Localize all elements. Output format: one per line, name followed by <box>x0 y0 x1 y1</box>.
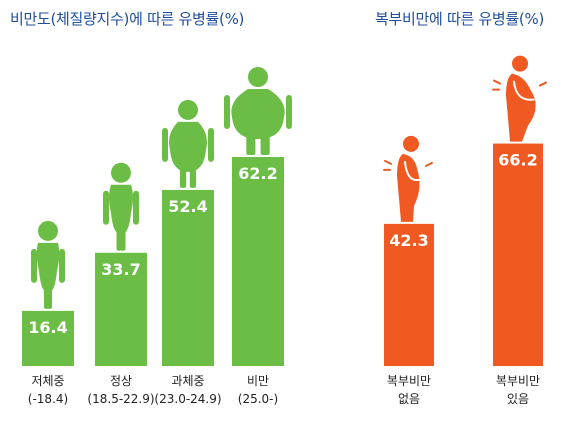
left-leg <box>179 167 187 188</box>
abdominal-category-label-0: 복부비만 <box>387 374 431 388</box>
torso <box>169 121 207 172</box>
right-leg <box>120 230 126 251</box>
head <box>38 220 58 241</box>
right-arm <box>286 95 292 130</box>
head <box>178 99 198 120</box>
abdominal-value-label-1: 66.2 <box>498 151 537 170</box>
bmi-value-label-1: 33.7 <box>101 260 140 279</box>
right-arm <box>59 248 65 283</box>
bmi-category-range-3: (25.0-) <box>238 392 278 406</box>
bmi-category-range-0: (-18.4) <box>28 392 68 406</box>
person-silhouette-icon <box>224 67 292 156</box>
right-arm <box>208 127 214 162</box>
bmi-value-label-2: 52.4 <box>168 197 207 216</box>
person-silhouette-icon <box>31 220 65 309</box>
right-arm <box>133 190 139 225</box>
bmi-category-label-1: 정상 <box>110 374 132 388</box>
abdominal-category-range-1: 있음 <box>507 392 529 406</box>
motion-mark <box>384 159 392 165</box>
left-arm <box>31 248 37 283</box>
right-leg <box>260 135 270 156</box>
person-silhouette-icon <box>103 162 139 251</box>
left-arm <box>103 190 109 225</box>
arm <box>513 80 535 101</box>
bmi-category-range-2: (23.0-24.9) <box>154 392 221 406</box>
body <box>506 73 536 142</box>
bmi-value-label-0: 16.4 <box>28 318 67 337</box>
body <box>397 153 420 222</box>
motion-mark <box>539 81 547 87</box>
head <box>111 162 131 183</box>
bmi-category-range-1: (18.5-22.9) <box>87 392 154 406</box>
bmi-bar-3 <box>232 157 284 366</box>
bmi-category-label-2: 과체중 <box>171 374 204 388</box>
left-chart-title: 비만도(체질량지수)에 따른 유병률(%) <box>10 10 245 28</box>
bmi-category-label-3: 비만 <box>247 374 269 388</box>
right-leg <box>47 288 53 309</box>
torso <box>231 89 285 140</box>
abdominal-bar-1 <box>493 143 543 366</box>
right-leg <box>189 167 197 188</box>
bmi-category-label-0: 저체중 <box>31 374 64 388</box>
left-leg <box>246 135 256 156</box>
abdominal-category-range-0: 없음 <box>398 392 420 406</box>
belly-silhouette-icon <box>383 135 433 222</box>
bmi-bar-0 <box>22 310 74 366</box>
abdominal-value-label-0: 42.3 <box>389 231 428 250</box>
abdominal-category-label-1: 복부비만 <box>496 374 540 388</box>
motion-mark <box>425 161 433 167</box>
bmi-value-label-3: 62.2 <box>238 164 277 183</box>
head <box>512 55 528 72</box>
abdominal-bar-0 <box>384 223 434 366</box>
torso <box>109 184 133 235</box>
motion-mark <box>493 79 501 85</box>
head <box>248 67 268 88</box>
torso <box>36 242 60 293</box>
left-leg <box>116 230 122 251</box>
belly-silhouette-icon <box>492 55 547 142</box>
bmi-bar-2 <box>162 189 214 366</box>
left-arm <box>162 127 168 162</box>
head <box>403 135 419 152</box>
person-silhouette-icon <box>162 99 214 188</box>
arm <box>404 160 420 182</box>
bmi-bar-1 <box>95 252 147 366</box>
right-chart-title: 복부비만에 따른 유병률(%) <box>375 10 544 28</box>
left-arm <box>224 95 230 130</box>
